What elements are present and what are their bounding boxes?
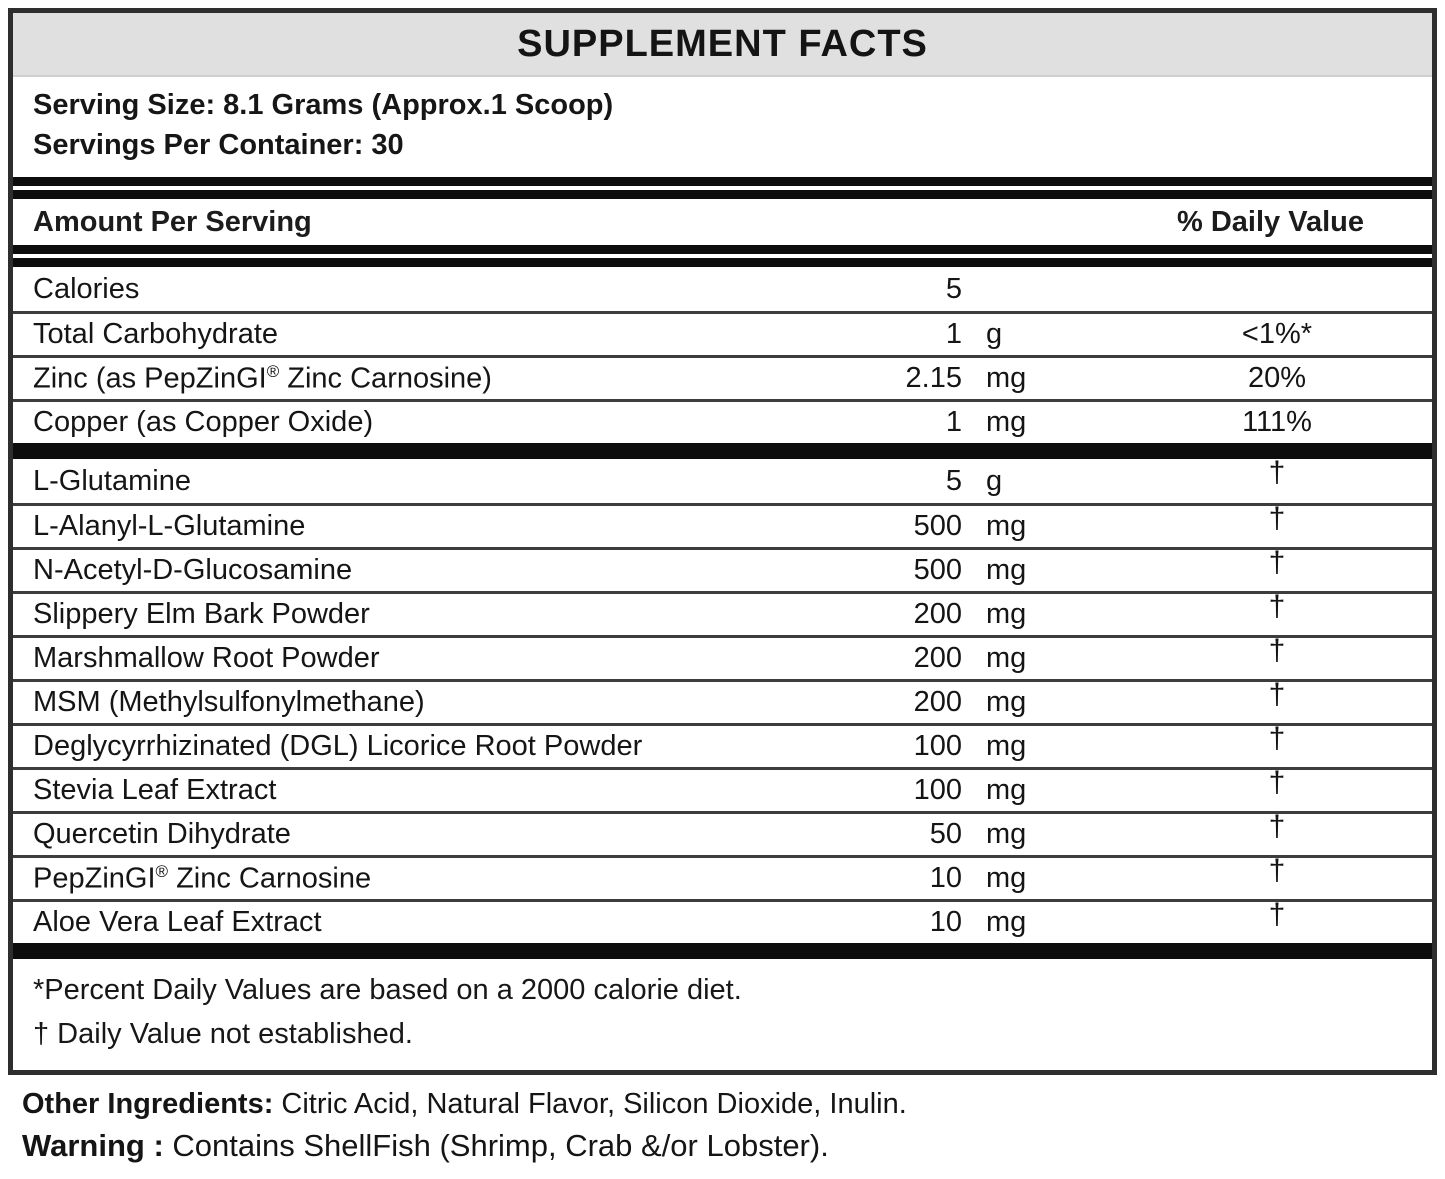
nutrient-amount: 5: [945, 272, 962, 305]
nutrient-daily-value: †: [1268, 677, 1286, 711]
nutrient-daily-value: 111%: [1242, 406, 1312, 439]
thick-section-divider: [13, 943, 1432, 960]
other-ingredients-line: Other Ingredients: Citric Acid, Natural …: [22, 1085, 1423, 1124]
supplement-facts-panel: SUPPLEMENT FACTS Serving Size: 8.1 Grams…: [8, 8, 1437, 1076]
nutrient-amount: 500: [913, 510, 962, 543]
nutrient-daily-value: †: [1268, 589, 1286, 623]
nutrient-unit: mg: [986, 554, 1027, 587]
nutrient-daily-value: †: [1268, 897, 1286, 931]
footnotes: *Percent Daily Values are based on a 200…: [13, 959, 1432, 1070]
nutrient-name: MSM (Methylsulfonylmethane): [33, 686, 425, 719]
nutrient-amount: 200: [913, 598, 962, 631]
nutrient-unit: mg: [986, 818, 1027, 851]
nutrient-amount: 50: [929, 818, 962, 851]
nutrient-row: Slippery Elm Bark Powder 200 mg †: [13, 589, 1432, 635]
nutrient-name: Slippery Elm Bark Powder: [33, 598, 370, 631]
warning-label: Warning :: [22, 1128, 164, 1164]
serving-info: Serving Size: 8.1 Grams (Approx.1 Scoop)…: [13, 77, 1432, 177]
nutrient-name: L-Alanyl-L-Glutamine: [33, 510, 306, 543]
nutrient-name: Stevia Leaf Extract: [33, 774, 277, 807]
nutrient-row: L-Alanyl-L-Glutamine 500 mg †: [13, 501, 1432, 547]
nutrient-daily-value: †: [1268, 765, 1286, 799]
nutrient-amount: 200: [913, 686, 962, 719]
nutrient-unit: mg: [986, 642, 1027, 675]
nutrient-unit: mg: [986, 406, 1027, 439]
heavy-divider: [13, 245, 1432, 268]
nutrient-daily-value: †: [1268, 545, 1286, 579]
amount-per-serving-header: Amount Per Serving: [33, 205, 312, 238]
nutrient-amount: 200: [913, 642, 962, 675]
nutrient-name: N-Acetyl-D-Glucosamine: [33, 554, 353, 587]
nutrient-daily-value: †: [1268, 633, 1286, 667]
nutrient-row: Marshmallow Root Powder 200 mg †: [13, 633, 1432, 679]
nutrient-amount: 10: [929, 906, 962, 939]
nutrient-unit: mg: [986, 862, 1027, 895]
nutrient-row: Calories 5: [13, 267, 1432, 311]
nutrient-name: Calories: [33, 272, 140, 305]
nutrient-name: Copper (as Copper Oxide): [33, 406, 374, 439]
nutrient-daily-value: †: [1268, 809, 1286, 843]
nutrient-unit: mg: [986, 510, 1027, 543]
nutrient-row: Total Carbohydrate 1 g <1%*: [13, 311, 1432, 355]
nutrient-unit: mg: [986, 598, 1027, 631]
nutrient-amount: 10: [929, 862, 962, 895]
nutrient-name: Deglycyrrhizinated (DGL) Licorice Root P…: [33, 730, 643, 763]
thick-section-divider: [13, 443, 1432, 460]
nutrient-name: PepZinGI® Zinc Carnosine: [33, 861, 372, 895]
nutrient-daily-value: †: [1268, 721, 1286, 755]
nutrient-row: Copper (as Copper Oxide) 1 mg 111%: [13, 399, 1432, 443]
nutrient-row: Aloe Vera Leaf Extract 10 mg †: [13, 897, 1432, 943]
nutrient-amount: 1: [945, 406, 962, 439]
nutrient-unit: mg: [986, 362, 1027, 395]
servings-per-container-text: Servings Per Container: 30: [33, 129, 404, 162]
other-ingredients-text: Citric Acid, Natural Flavor, Silicon Dio…: [273, 1088, 907, 1121]
nutrient-daily-value: †: [1268, 853, 1286, 887]
heavy-divider: [13, 177, 1432, 200]
nutrient-row: Deglycyrrhizinated (DGL) Licorice Root P…: [13, 721, 1432, 767]
nutrient-name: Total Carbohydrate: [33, 318, 279, 351]
nutrient-row: Quercetin Dihydrate 50 mg †: [13, 809, 1432, 855]
nutrient-daily-value: 20%: [1247, 362, 1307, 395]
below-panel-text: Other Ingredients: Citric Acid, Natural …: [8, 1075, 1437, 1169]
nutrient-name: Marshmallow Root Powder: [33, 642, 380, 675]
warning-text: Contains ShellFish (Shrimp, Crab &/or Lo…: [163, 1128, 829, 1164]
nutrient-daily-value: †: [1268, 456, 1286, 490]
nutrient-name: Aloe Vera Leaf Extract: [33, 906, 322, 939]
nutrient-name: Quercetin Dihydrate: [33, 818, 291, 851]
nutrient-amount: 500: [913, 554, 962, 587]
other-ingredients-label: Other Ingredients:: [22, 1088, 274, 1121]
nutrient-daily-value: <1%*: [1241, 318, 1313, 351]
nutrient-row: Stevia Leaf Extract 100 mg †: [13, 765, 1432, 811]
nutrient-unit: g: [986, 318, 1003, 351]
nutrient-unit: mg: [986, 906, 1027, 939]
nutrient-row: PepZinGI® Zinc Carnosine 10 mg †: [13, 853, 1432, 899]
nutrient-name: Zinc (as PepZinGI® Zinc Carnosine): [33, 361, 492, 395]
footnote-daily-values: *Percent Daily Values are based on a 200…: [33, 974, 742, 1007]
nutrient-amount: 1: [945, 318, 962, 351]
nutrient-row: N-Acetyl-D-Glucosamine 500 mg †: [13, 545, 1432, 591]
nutrient-row: L-Glutamine 5 g †: [13, 456, 1432, 503]
column-header-row: Amount Per Serving % Daily Value: [13, 199, 1432, 245]
nutrient-daily-value: †: [1268, 501, 1286, 535]
panel-title: SUPPLEMENT FACTS: [13, 13, 1432, 77]
serving-size-text: Serving Size: 8.1 Grams (Approx.1 Scoop): [33, 89, 614, 121]
nutrient-unit: g: [986, 464, 1003, 497]
nutrient-amount: 100: [913, 730, 962, 763]
percent-daily-value-header: % Daily Value: [1177, 205, 1364, 238]
nutrient-amount: 100: [913, 774, 962, 807]
nutrient-unit: mg: [986, 686, 1027, 719]
nutrient-unit: mg: [986, 774, 1027, 807]
nutrient-unit: mg: [986, 730, 1027, 763]
nutrient-row: MSM (Methylsulfonylmethane) 200 mg †: [13, 677, 1432, 723]
nutrient-amount: 5: [945, 464, 962, 497]
nutrient-amount: 2.15: [905, 362, 962, 395]
nutrient-row: Zinc (as PepZinGI® Zinc Carnosine) 2.15 …: [13, 355, 1432, 399]
nutrient-rows: Calories 5 Total Carbohydrate 1 g <1%* Z…: [13, 267, 1432, 960]
nutrient-name: L-Glutamine: [33, 464, 191, 497]
warning-line: Warning : Contains ShellFish (Shrimp, Cr…: [22, 1124, 1423, 1169]
footnote-dagger: † Daily Value not established.: [33, 1017, 413, 1050]
